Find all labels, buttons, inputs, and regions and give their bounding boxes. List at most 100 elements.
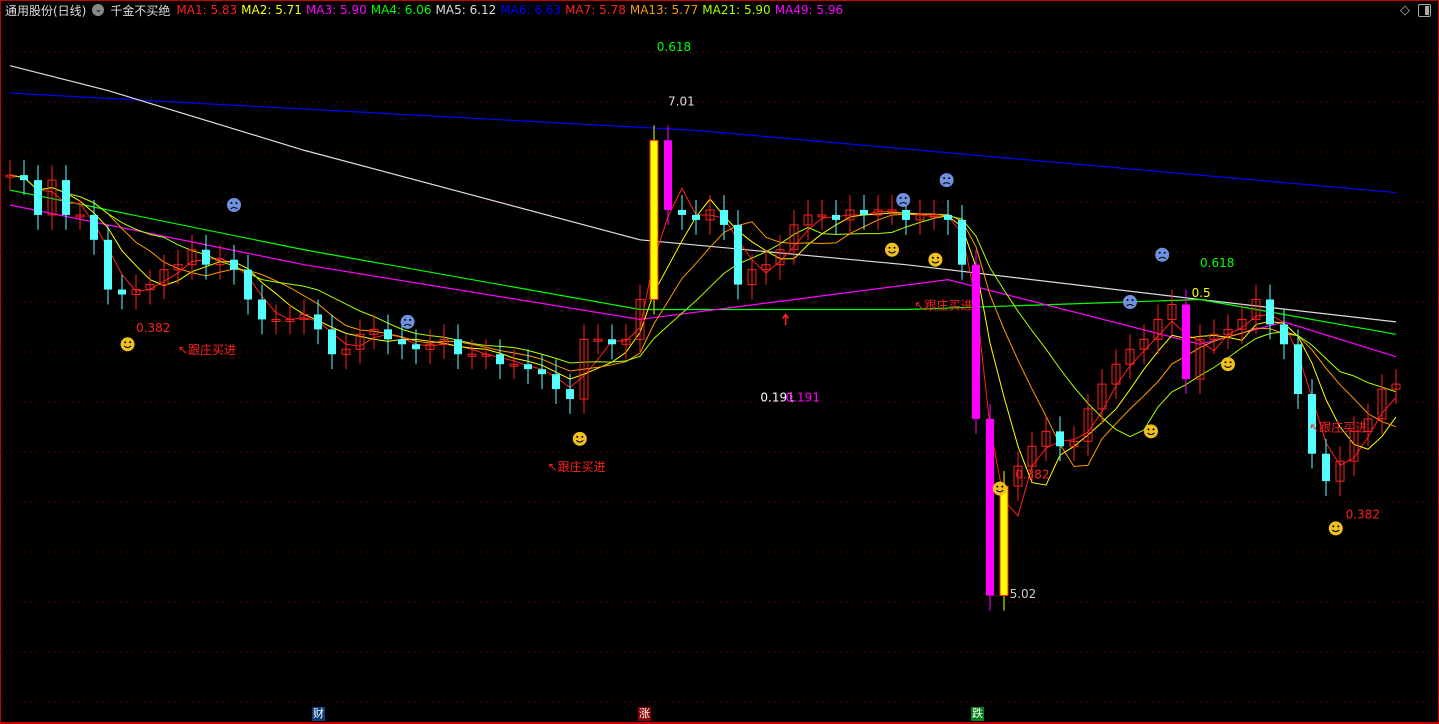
smiley-icon [1221, 357, 1235, 372]
candle-body [439, 338, 449, 345]
annotation-label: 0.618 [1200, 256, 1234, 270]
candle-body [1125, 348, 1135, 365]
candle-body [244, 269, 252, 300]
frown-icon [896, 193, 911, 208]
candle-body [972, 264, 980, 419]
candle-body [481, 353, 491, 357]
annotation-label: ↖跟庄买进 [914, 297, 972, 312]
candle-body [1027, 445, 1037, 467]
candle-body [678, 209, 686, 215]
candle-body [145, 284, 155, 291]
indicator-name[interactable]: 千金不买绝 [110, 3, 171, 18]
eye [1147, 428, 1150, 431]
ma-legend-item: MA21: 5.90 [702, 3, 771, 17]
mouth [1126, 304, 1134, 307]
ma-legend-item: MA49: 5.96 [774, 3, 844, 17]
candle-body [860, 209, 868, 215]
candle-body [999, 485, 1009, 597]
candle-body [369, 328, 379, 335]
annotation-label: ↖跟庄买进 [548, 459, 606, 474]
candle-body [258, 299, 266, 320]
annotation-label: 0.382 [1346, 507, 1380, 521]
mouth [1147, 432, 1155, 436]
candle-body [929, 214, 939, 218]
candle-body [1391, 383, 1401, 390]
ma-legend: MA1: 5.83 MA2: 5.71 MA3: 5.90 MA4: 6.06 MA5:… [176, 3, 847, 17]
eye [409, 318, 412, 321]
eye [581, 435, 584, 438]
candle-body [524, 364, 532, 370]
ma-legend-item: MA1: 5.83 [176, 3, 238, 17]
ma-line [9, 92, 1397, 194]
candle-body [720, 209, 728, 225]
candle-body [173, 264, 183, 271]
ma-legend-item: MA2: 5.71 [241, 3, 302, 17]
candle-body [902, 209, 910, 220]
candle-body [159, 269, 169, 286]
candle-body [34, 180, 42, 215]
ma-line [9, 189, 1397, 335]
candle-body [1237, 318, 1247, 330]
mouth [1158, 256, 1167, 260]
candle-body [509, 363, 519, 367]
mouth [1224, 365, 1232, 368]
ma-legend-item: MA5: 6.12 [435, 3, 497, 17]
ma-legend-item: MA4: 6.06 [370, 3, 432, 17]
candle-body [425, 343, 435, 350]
ma-line-3 [9, 174, 1397, 517]
diamond-icon[interactable]: ◇ [1400, 3, 1410, 18]
ma-legend-item: MA7: 5.78 [565, 3, 626, 17]
candle-body [887, 209, 897, 213]
eye [404, 318, 407, 321]
eye [1131, 299, 1134, 302]
candle-body [1083, 408, 1093, 442]
candle-body [215, 259, 225, 266]
candle-body [803, 214, 813, 226]
frown-icon [939, 173, 954, 188]
mouth [230, 206, 238, 210]
candle-body [328, 329, 336, 355]
candle-body [915, 214, 925, 221]
ma-legend-item: MA3: 5.90 [305, 3, 367, 17]
candle-body [1013, 465, 1023, 487]
marker-fall[interactable]: 跌 [971, 707, 984, 721]
candle-body [118, 289, 126, 295]
candle-body [944, 214, 952, 220]
marker-finance[interactable]: 财 [312, 707, 325, 721]
chevron-down-icon[interactable]: ⌄ [92, 4, 105, 16]
candle-body [271, 318, 281, 322]
candle-body [1280, 324, 1288, 345]
eye [230, 201, 233, 204]
candle-body [384, 329, 392, 340]
annotation-label: 0.382 [136, 321, 170, 335]
candle-body [1308, 394, 1316, 454]
eye [1337, 525, 1340, 528]
marker-rise[interactable]: 涨 [638, 707, 651, 721]
candle-body [538, 369, 546, 375]
candle-body [1167, 303, 1177, 320]
mouth [899, 202, 908, 205]
eye [1001, 485, 1004, 488]
candle-body [1153, 318, 1163, 340]
candle-body [873, 209, 883, 216]
candle-body [496, 354, 504, 365]
candle-body [1069, 440, 1079, 447]
eye [1332, 525, 1335, 528]
eye [943, 177, 946, 180]
annotation-label: 0.618 [657, 40, 691, 54]
panel-toggle-icon[interactable] [1418, 4, 1431, 17]
annotation-label: 0.382 [1015, 468, 1049, 482]
candle-body [1056, 431, 1064, 447]
candle-body [230, 259, 238, 270]
candle-body [202, 249, 210, 265]
eye [931, 256, 934, 259]
eye [996, 485, 999, 488]
candle-body [986, 418, 994, 596]
candle-body [90, 214, 98, 240]
eye [1163, 251, 1166, 254]
annotation-label: ↖跟庄买进 [1309, 419, 1367, 434]
chart-header: 通用股份(日线) ⌄ 千金不买绝 MA1: 5.83 MA2: 5.71 MA3: … [5, 2, 847, 18]
candle-body [1209, 333, 1219, 340]
candle-body [1335, 460, 1345, 482]
